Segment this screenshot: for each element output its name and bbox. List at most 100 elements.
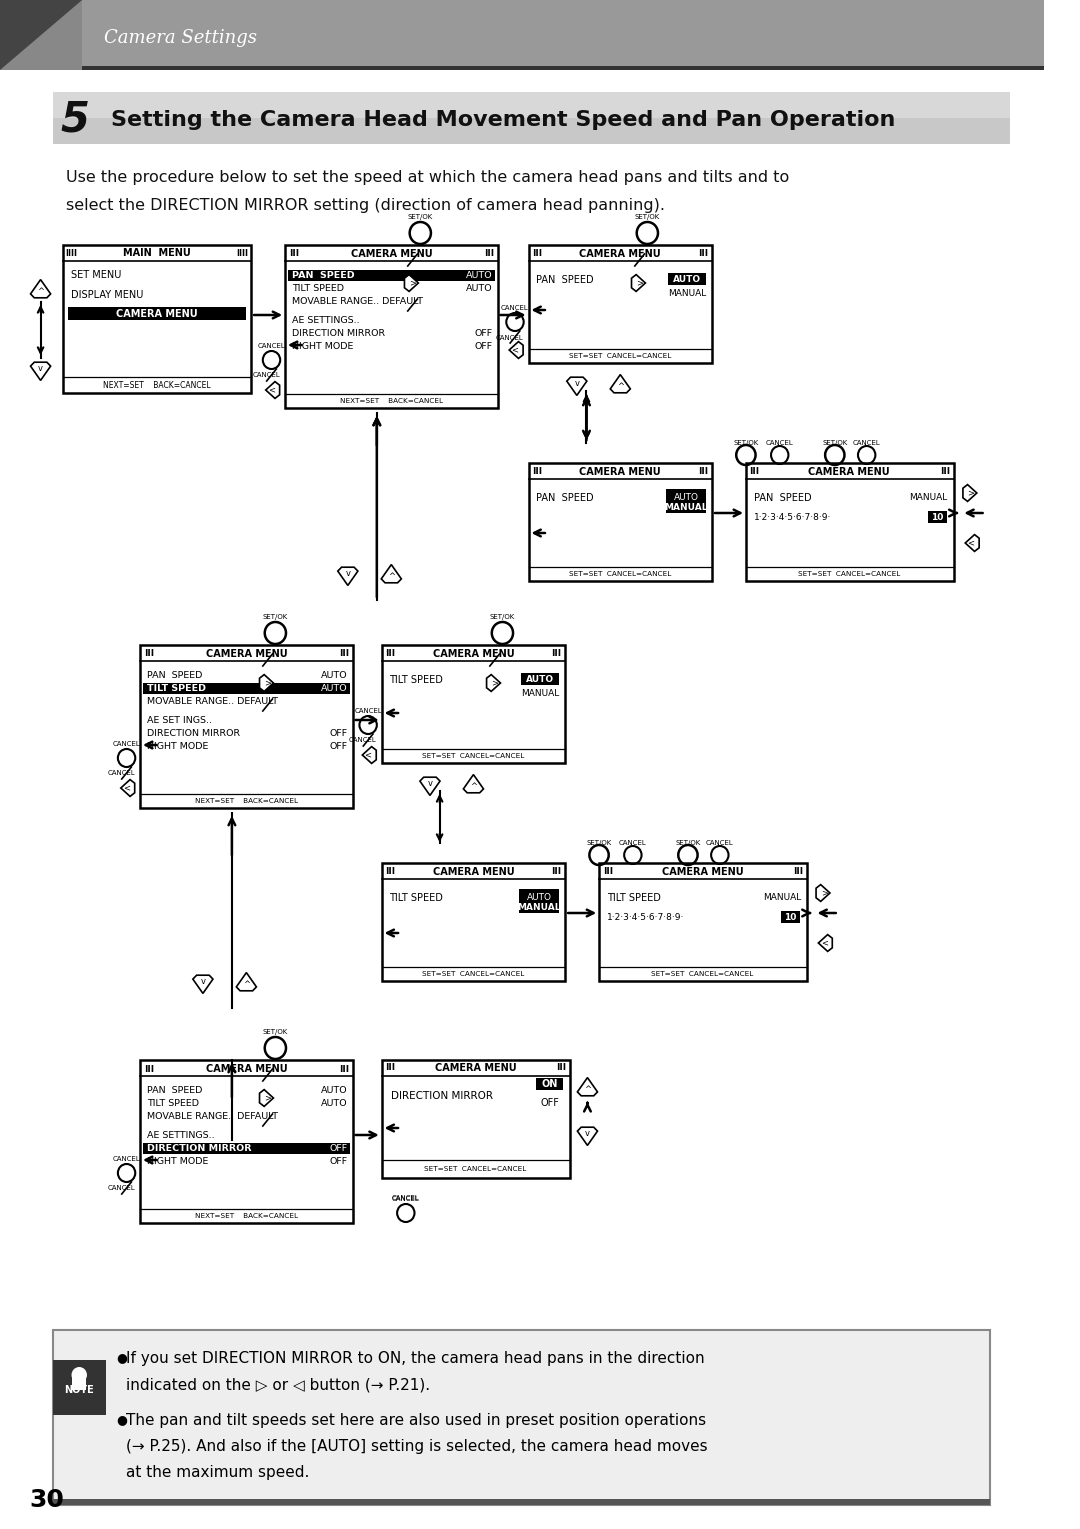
Polygon shape xyxy=(362,746,376,763)
Text: NIGHT MODE: NIGHT MODE xyxy=(147,1157,208,1167)
Polygon shape xyxy=(578,1127,597,1145)
Bar xyxy=(53,1359,106,1414)
Text: Setting the Camera Head Movement Speed and Pan Operation: Setting the Camera Head Movement Speed a… xyxy=(111,110,895,130)
Text: III: III xyxy=(386,650,395,659)
Text: CAMERA MENU: CAMERA MENU xyxy=(809,466,890,477)
Text: AE SETTINGS..: AE SETTINGS.. xyxy=(292,317,360,326)
Text: CANCEL: CANCEL xyxy=(496,335,524,341)
Bar xyxy=(82,0,1043,70)
Text: AUTO: AUTO xyxy=(527,893,552,902)
Text: AUTO: AUTO xyxy=(467,284,492,294)
Text: CANCEL: CANCEL xyxy=(108,1185,135,1191)
Text: TILT SPEED: TILT SPEED xyxy=(292,284,343,294)
Text: IIII: IIII xyxy=(237,249,248,257)
Bar xyxy=(143,683,350,694)
Text: >: > xyxy=(409,278,416,287)
Text: SET/OK: SET/OK xyxy=(262,615,288,619)
Text: DIRECTION MIRROR: DIRECTION MIRROR xyxy=(147,1144,252,1153)
Text: TILT SPEED: TILT SPEED xyxy=(147,683,206,693)
Text: <: < xyxy=(968,538,974,547)
Text: <: < xyxy=(512,346,518,355)
Text: SET/OK: SET/OK xyxy=(822,440,848,446)
Polygon shape xyxy=(509,341,523,358)
Polygon shape xyxy=(816,885,829,902)
Text: PAN  SPEED: PAN SPEED xyxy=(292,271,354,280)
Text: DISPLAY MENU: DISPLAY MENU xyxy=(70,291,143,300)
Bar xyxy=(665,489,706,514)
Text: <: < xyxy=(123,783,130,792)
Text: NIGHT MODE: NIGHT MODE xyxy=(147,742,208,751)
Text: ^: ^ xyxy=(388,572,395,581)
Text: SET=SET  CANCEL=CANCEL: SET=SET CANCEL=CANCEL xyxy=(422,971,525,977)
Text: CANCEL: CANCEL xyxy=(853,440,880,446)
Text: III: III xyxy=(339,650,349,659)
Polygon shape xyxy=(30,362,51,381)
Text: OFF: OFF xyxy=(474,342,492,352)
Circle shape xyxy=(71,1367,87,1384)
Text: The pan and tilt speeds set here are also used in preset position operations: The pan and tilt speeds set here are als… xyxy=(125,1413,705,1428)
Text: CAMERA MENU: CAMERA MENU xyxy=(205,648,287,659)
Text: III: III xyxy=(288,249,299,258)
Text: SET MENU: SET MENU xyxy=(70,271,121,280)
Text: CANCEL: CANCEL xyxy=(706,839,733,846)
Text: v: v xyxy=(585,1130,590,1138)
Polygon shape xyxy=(578,1078,597,1096)
Text: SET/OK: SET/OK xyxy=(675,839,701,846)
Text: TILT SPEED: TILT SPEED xyxy=(147,1099,199,1109)
Text: III: III xyxy=(603,867,612,876)
Polygon shape xyxy=(266,382,280,399)
Bar xyxy=(521,673,559,685)
Bar xyxy=(528,245,712,362)
Text: MANUAL: MANUAL xyxy=(667,289,706,298)
Text: 1·2·3·4·5·6·7·8·9·: 1·2·3·4·5·6·7·8·9· xyxy=(754,512,831,521)
Text: DIRECTION MIRROR: DIRECTION MIRROR xyxy=(391,1092,494,1101)
Text: PAN  SPEED: PAN SPEED xyxy=(537,492,594,503)
Text: SET/OK: SET/OK xyxy=(490,615,515,619)
Polygon shape xyxy=(259,1090,273,1107)
Text: AUTO: AUTO xyxy=(321,683,348,693)
Text: OFF: OFF xyxy=(329,1144,348,1153)
Text: III: III xyxy=(144,1064,153,1073)
Text: ^: ^ xyxy=(243,980,249,989)
Text: AUTO: AUTO xyxy=(674,492,699,502)
Bar xyxy=(140,645,353,807)
Text: 10: 10 xyxy=(784,913,797,922)
Bar xyxy=(68,307,246,320)
Polygon shape xyxy=(381,564,402,583)
Text: MANUAL: MANUAL xyxy=(664,503,707,512)
Text: AUTO: AUTO xyxy=(467,271,492,280)
Text: 5: 5 xyxy=(60,99,90,141)
Bar xyxy=(53,92,1010,144)
Bar xyxy=(381,1060,570,1177)
Text: III: III xyxy=(386,867,395,876)
Text: 1·2·3·4·5·6·7·8·9·: 1·2·3·4·5·6·7·8·9· xyxy=(607,913,684,922)
Text: >: > xyxy=(491,679,498,688)
Text: NEXT=SET    BACK=CANCEL: NEXT=SET BACK=CANCEL xyxy=(340,398,443,404)
Text: >: > xyxy=(636,278,643,287)
Text: SET/OK: SET/OK xyxy=(635,214,660,220)
Text: OFF: OFF xyxy=(329,1157,348,1167)
Text: NEXT=SET    BACK=CANCEL: NEXT=SET BACK=CANCEL xyxy=(103,381,211,390)
Text: 30: 30 xyxy=(29,1488,64,1512)
Text: CANCEL: CANCEL xyxy=(619,839,647,846)
Text: select the DIRECTION MIRROR setting (direction of camera head panning).: select the DIRECTION MIRROR setting (dir… xyxy=(66,197,664,213)
Text: PAN  SPEED: PAN SPEED xyxy=(754,492,811,503)
Text: v: v xyxy=(346,569,350,578)
Text: OFF: OFF xyxy=(329,742,348,751)
Text: NEXT=SET    BACK=CANCEL: NEXT=SET BACK=CANCEL xyxy=(194,798,298,804)
Bar xyxy=(667,274,706,284)
Text: SET=SET  CANCEL=CANCEL: SET=SET CANCEL=CANCEL xyxy=(422,752,525,758)
Polygon shape xyxy=(404,275,418,292)
Bar xyxy=(53,1498,990,1505)
Text: AUTO: AUTO xyxy=(673,275,701,283)
Text: v: v xyxy=(201,977,205,986)
Polygon shape xyxy=(610,375,631,393)
Text: <: < xyxy=(365,751,372,760)
Text: OFF: OFF xyxy=(540,1098,559,1109)
Text: PAN  SPEED: PAN SPEED xyxy=(147,671,202,680)
Text: MANUAL: MANUAL xyxy=(517,902,561,911)
Text: 10: 10 xyxy=(931,512,944,521)
Text: DIRECTION MIRROR: DIRECTION MIRROR xyxy=(147,729,240,739)
Text: CAMERA MENU: CAMERA MENU xyxy=(433,648,514,659)
Text: CANCEL: CANCEL xyxy=(108,771,135,777)
